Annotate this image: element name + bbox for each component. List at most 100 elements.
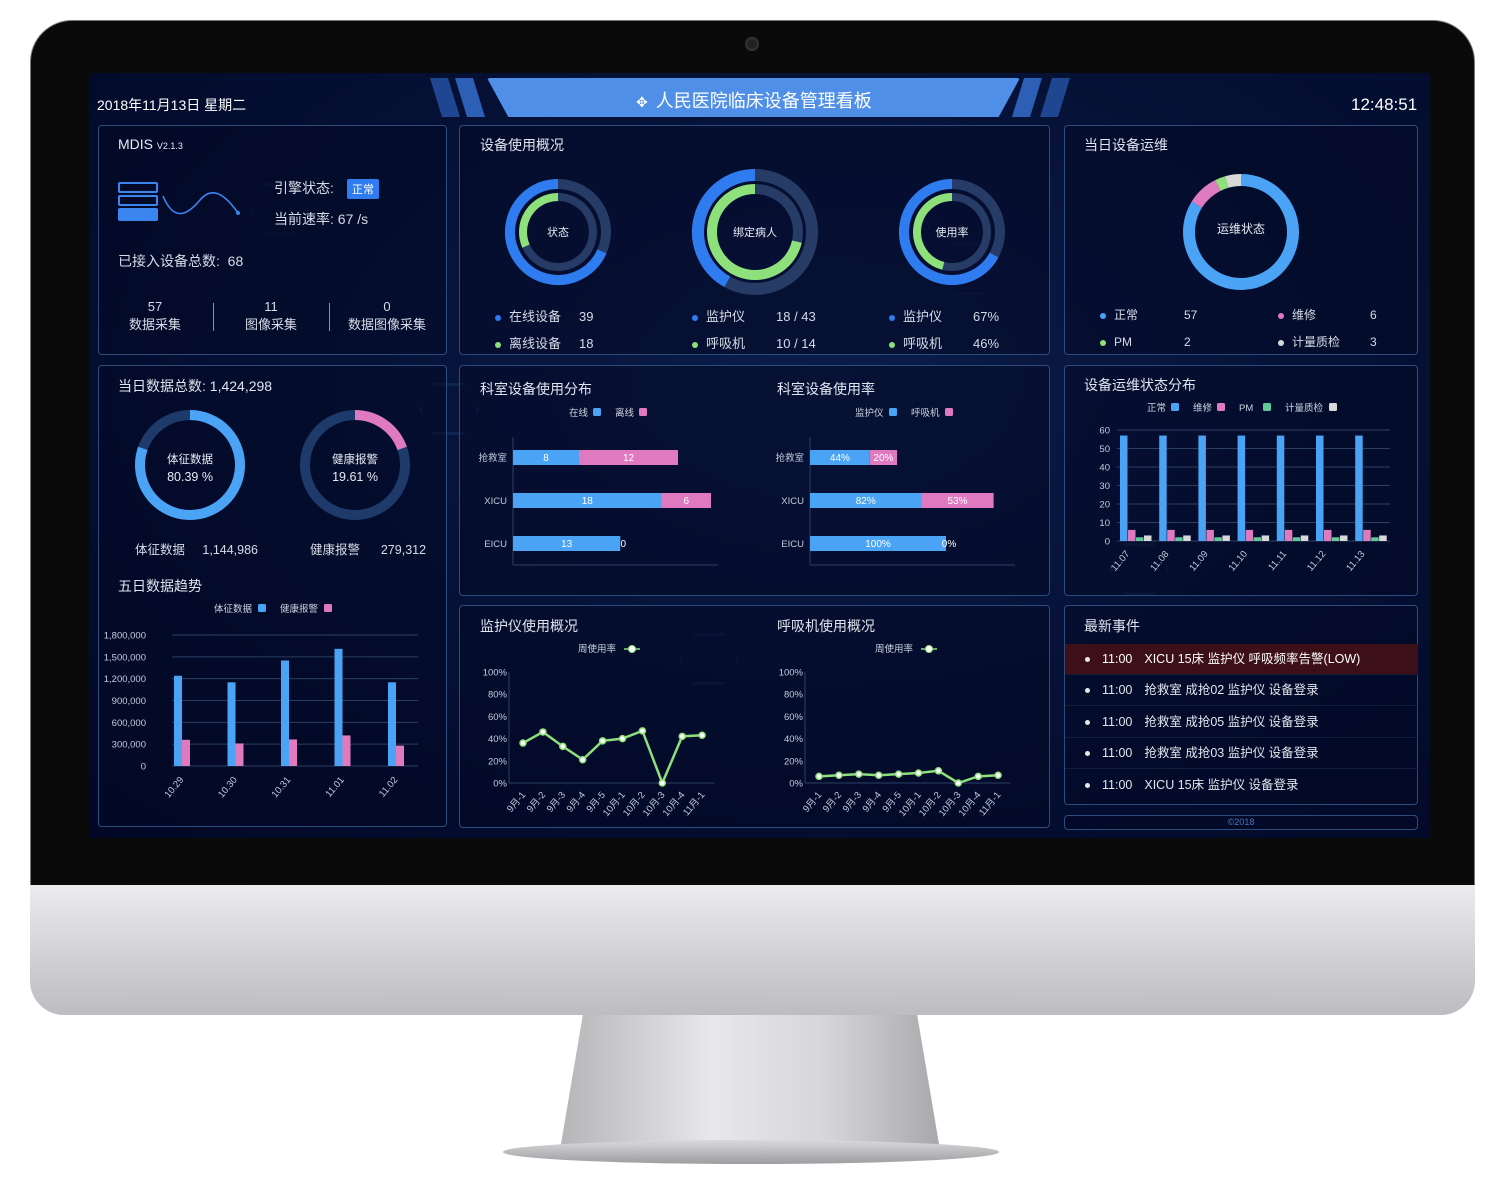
daily-data-panel [98,365,447,827]
event-row[interactable]: 11:00 抢救室 成抢02 监护仪 设备登录 [1065,675,1418,706]
event-text: 抢救室 成抢03 监护仪 设备登录 [1144,746,1319,760]
system-panel [98,125,447,355]
camera-icon [745,37,759,51]
legend-dot [692,341,698,348]
server-icon [118,182,158,221]
legend-dot [692,314,698,321]
rate-value: 67 /s [337,211,369,227]
title-banner [487,78,1020,117]
legend-label: 监护仪 [903,309,943,324]
stat-image-collection: 11 图像采集 [231,299,311,333]
header-clock: 12:48:51 [1351,95,1418,114]
legend-value: 18 [579,336,594,351]
legend-label: 正常 [1114,308,1139,322]
legend-value: 2 [1184,335,1191,349]
legend-value: 10 / 14 [776,336,816,351]
event-text: XICU 15床 监护仪 呼吸频率告警(LOW) [1144,652,1361,666]
vital-value: 1,144,986 [202,543,258,557]
stat-data-image-collection: 0 数据图像采集 [342,299,432,333]
event-time: 11:00 [1102,778,1133,792]
page-title: ✥ 人民医院临床设备管理看板 [636,87,872,113]
status-legend: 在线设备 39 离线设备 18 [495,303,593,357]
system-version: V2.1.3 [156,141,183,151]
legend-value: 18 / 43 [776,309,816,324]
monitor-usage-title: 监护仪使用概况 [480,618,578,634]
legend-label: 在线设备 [509,309,562,324]
legend-value: 67% [973,309,1000,324]
stat-data-collection: 57 数据采集 [115,299,195,333]
total-devices: 已接入设备总数: 68 [118,251,243,271]
vent-usage-title: 呼吸机使用概况 [777,618,875,634]
alarm-value: 279,312 [380,543,427,557]
binding-legend: 监护仪 18 / 43 呼吸机 10 / 14 [692,303,816,357]
maintenance-title: 当日设备运维 [1084,137,1168,153]
engine-status-badge: 正常 [347,179,379,199]
bullet-icon [1085,657,1090,663]
divider [329,303,330,331]
maintenance-distribution-panel [1064,365,1418,596]
stat-value: 57 [147,299,163,314]
monitor-chin [30,885,1475,1015]
legend-dot [1100,339,1106,346]
dept-rate-title: 科室设备使用率 [777,381,875,397]
system-name-text: MDIS [118,136,153,152]
engine-status-label: 引擎状态: [274,180,334,196]
vital-label: 体征数据 [135,543,186,557]
vital-summary: 体征数据 1,144,986 [135,539,258,558]
legend-value: 39 [579,309,594,324]
event-row[interactable]: 11:00 抢救室 成抢05 监护仪 设备登录 [1065,707,1418,738]
events-title: 最新事件 [1084,618,1140,634]
legend-label: 呼吸机 [706,336,746,351]
maint-dist-title: 设备运维状态分布 [1084,377,1196,393]
event-row-alert[interactable]: 11:00 XICU 15床 监护仪 呼吸频率告警(LOW) [1065,644,1418,675]
rate-label-text: 当前速率: [274,211,334,227]
bullet-icon [1085,783,1090,789]
legend-label: 呼吸机 [903,336,943,351]
event-time: 11:00 [1102,746,1133,760]
event-row[interactable]: 11:00 抢救室 成抢03 监护仪 设备登录 [1065,738,1418,769]
stat-label: 图像采集 [244,317,297,332]
legend-value: 46% [973,336,1000,351]
stat-value: 0 [383,299,391,314]
legend-dot [1100,312,1106,319]
event-text: XICU 15床 监护仪 设备登录 [1144,778,1299,792]
daily-total: 当日数据总数: 1,424,298 [118,376,272,396]
stat-value: 11 [264,299,278,314]
daily-total-value: 1,424,298 [209,378,273,394]
dept-dist-title: 科室设备使用分布 [480,381,592,397]
usage-trend-panel [459,605,1050,828]
event-time: 11:00 [1102,683,1133,697]
legend-dot [1278,339,1284,346]
bullet-icon [1085,688,1090,694]
legend-label: 监护仪 [706,309,746,324]
event-row[interactable]: 11:00 XICU 15床 监护仪 设备登录 [1065,770,1418,801]
daily-total-label: 当日数据总数: [118,378,206,394]
legend-label: 维修 [1292,308,1317,322]
bullet-icon [1085,720,1090,726]
monitor-base [503,1140,999,1164]
legend-dot [495,341,501,348]
alarm-label: 健康报警 [310,543,361,557]
legend-dot [1278,312,1284,319]
monitor-stand [560,1015,940,1150]
rate-label: 当前速率: 67 /s [274,209,368,229]
legend-value: 57 [1184,308,1198,322]
department-panel [459,365,1050,596]
stat-label: 数据图像采集 [347,317,426,332]
trend-title: 五日数据趋势 [118,578,202,594]
footer-copyright: ©2018 [1064,815,1418,830]
event-time: 11:00 [1102,652,1133,666]
stat-label: 数据采集 [128,317,181,332]
legend-dot [495,314,501,321]
legend-label: 计量质检 [1292,335,1341,349]
legend-label: PM [1114,335,1132,349]
maintenance-legend-right: 维修 6 计量质检 3 [1278,302,1377,356]
legend-dot [889,314,895,321]
usage-title: 设备使用概况 [480,137,564,153]
puzzle-logo-icon: ✥ [636,94,648,110]
event-text: 抢救室 成抢02 监护仪 设备登录 [1144,683,1319,697]
total-devices-label: 已接入设备总数: [118,253,220,269]
header-date: 2018年11月13日 星期二 [97,97,247,113]
legend-label: 离线设备 [509,336,562,351]
maintenance-legend-left: 正常 57 PM 2 [1100,302,1197,356]
